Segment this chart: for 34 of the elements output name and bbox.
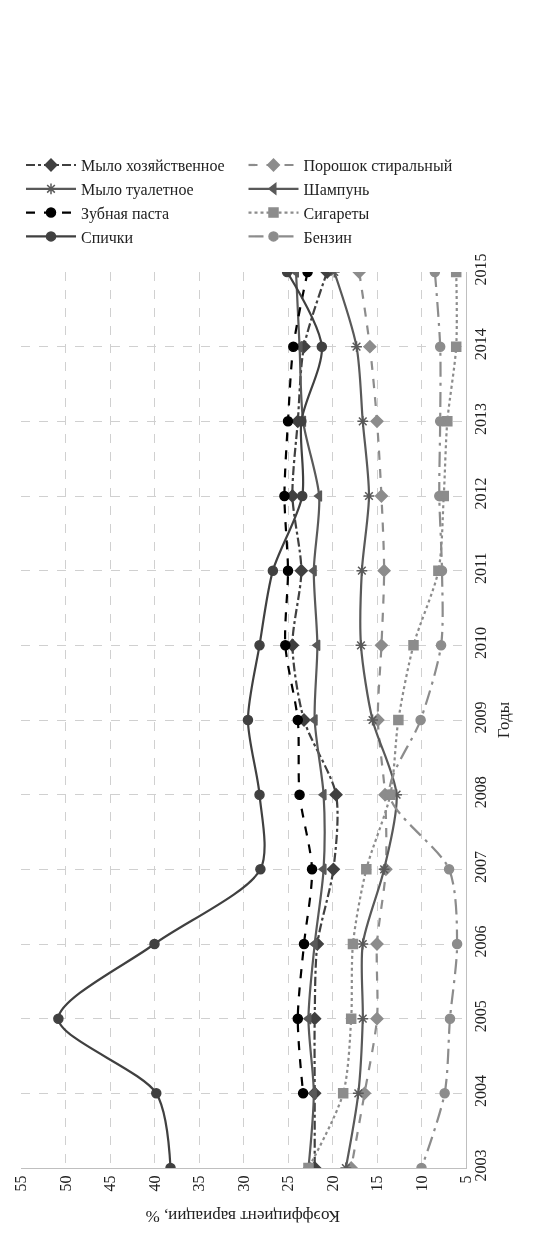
x-tick-label: 30	[234, 1175, 252, 1192]
legend-label: Мыло туалетное	[81, 181, 194, 200]
legend-label: Зубная паста	[81, 204, 170, 223]
y-tick-label: 2010	[472, 626, 490, 659]
legend-label: Порошок стиральный	[303, 157, 453, 176]
legend-label: Бензин	[303, 228, 353, 246]
x-axis-title: Коэффициент вариации, %	[145, 1207, 340, 1226]
x-tick-label: 50	[56, 1175, 74, 1192]
y-tick-label: 2012	[472, 477, 490, 510]
legend-label: Шампунь	[303, 181, 370, 200]
x-tick-label: 20	[323, 1175, 341, 1192]
legend-label: Мыло хозяйственное	[81, 157, 225, 175]
y-tick-label: 2004	[472, 1074, 490, 1107]
legend-label: Сигареты	[303, 204, 370, 223]
x-tick-label: 40	[145, 1175, 163, 1192]
y-tick-label: 2007	[472, 850, 490, 883]
y-tick-label: 2015	[472, 253, 490, 286]
x-tick-label: 55	[12, 1175, 30, 1192]
y-axis-title: Годы	[493, 701, 513, 739]
x-tick-label: 5	[457, 1175, 475, 1184]
x-tick-label: 10	[412, 1175, 430, 1192]
y-tick-label: 2005	[472, 1000, 490, 1033]
x-tick-label: 25	[279, 1175, 297, 1192]
y-tick-label: 2008	[472, 776, 490, 809]
y-tick-label: 2014	[472, 328, 490, 361]
y-tick-label: 2006	[472, 925, 490, 958]
x-tick-label: 15	[368, 1175, 386, 1192]
y-tick-label: 2009	[472, 701, 490, 734]
legend-label: Спички	[81, 228, 134, 246]
y-tick-label: 2011	[472, 552, 490, 584]
y-tick-label: 2013	[472, 402, 490, 435]
x-tick-label: 35	[190, 1175, 208, 1192]
x-tick-label: 45	[101, 1175, 119, 1192]
y-tick-label: 2003	[472, 1149, 490, 1182]
